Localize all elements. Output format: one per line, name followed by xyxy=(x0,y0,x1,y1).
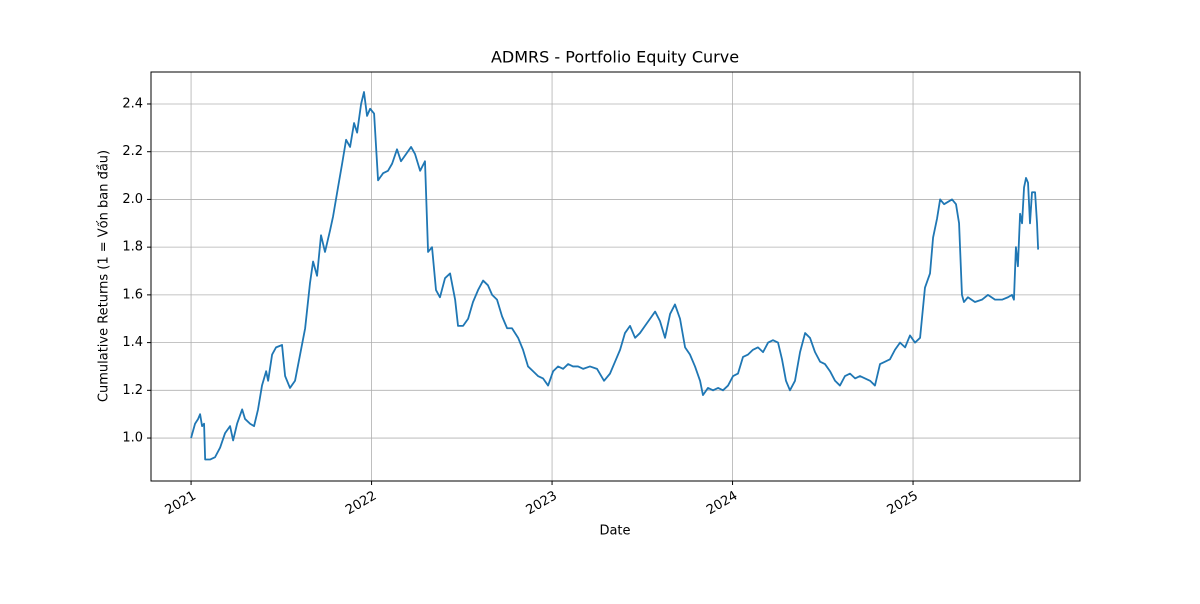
y-tick-label: 2.4 xyxy=(122,96,143,111)
x-tick-label: 2021 xyxy=(163,489,199,519)
x-axis-label: Date xyxy=(599,524,630,539)
x-tick-label: 2023 xyxy=(524,489,560,519)
x-tick-label: 2022 xyxy=(343,489,379,519)
line xyxy=(190,91,1040,461)
y-tick-label: 1.6 xyxy=(122,287,143,302)
y-tick-label: 1.2 xyxy=(122,383,143,398)
y-tick-label: 2.0 xyxy=(122,192,143,207)
x-tick-label: 2024 xyxy=(704,489,740,519)
y-tick-label: 1.0 xyxy=(122,431,143,446)
y-tick-label: 1.8 xyxy=(122,240,143,255)
chart-title: ADMRS - Portfolio Equity Curve xyxy=(491,48,739,67)
y-axis-label: Cumulative Returns (1 = Vốn ban đầu) xyxy=(97,150,112,402)
x-tick-label: 2025 xyxy=(885,489,921,519)
plot-frame xyxy=(150,71,1081,482)
y-tick-label: 2.2 xyxy=(122,144,143,159)
y-tick-label: 1.4 xyxy=(122,335,143,350)
